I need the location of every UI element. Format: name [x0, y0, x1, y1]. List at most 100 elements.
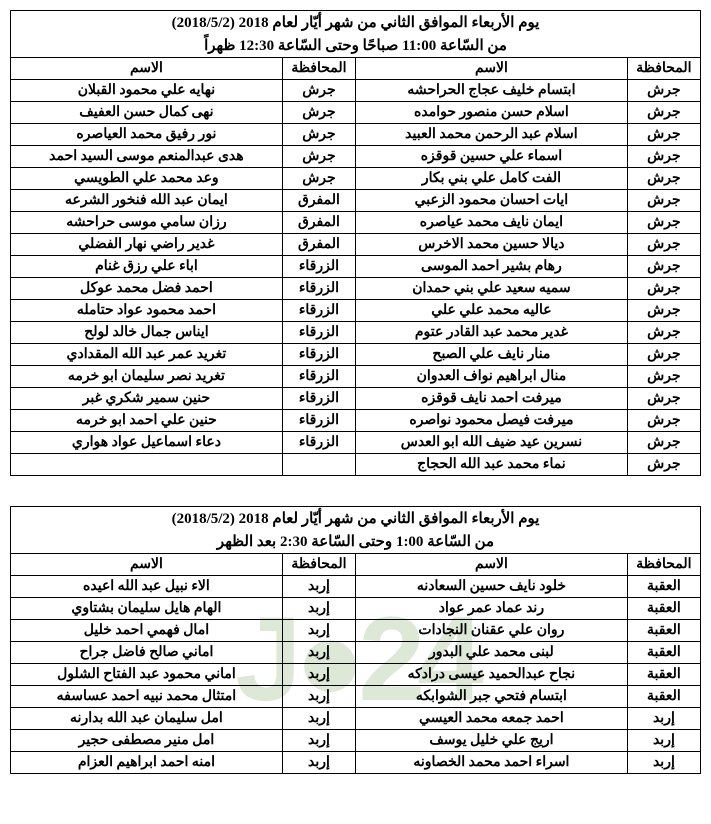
gov-cell: الزرقاء — [282, 322, 355, 344]
gov-cell: جرش — [282, 124, 355, 146]
name-cell: ديالا حسين محمد الاخرس — [356, 234, 628, 256]
gov-cell: الزرقاء — [282, 388, 355, 410]
name-cell: هدى عبدالمنعم موسى السيد احمد — [11, 146, 283, 168]
gov-cell: العقبة — [627, 576, 700, 598]
gov-cell: جرش — [282, 168, 355, 190]
header-name: الاسم — [356, 554, 628, 576]
name-cell: اسراء احمد محمد الخصاونه — [356, 752, 628, 774]
header-name: الاسم — [11, 554, 283, 576]
name-cell: اباء علي رزق غنام — [11, 256, 283, 278]
name-cell: نور رفيق محمد العياصره — [11, 124, 283, 146]
gov-cell: إربد — [282, 576, 355, 598]
header-gov: المحافظة — [282, 58, 355, 80]
gov-cell: جرش — [627, 410, 700, 432]
table-subtitle: من السّاعة 11:00 صباحًا وحتى السّاعة 12:… — [11, 34, 701, 58]
name-cell: ايناس جمال خالد لولح — [11, 322, 283, 344]
name-cell: ميرفت فيصل محمود نواصره — [356, 410, 628, 432]
gov-cell: إربد — [282, 730, 355, 752]
name-cell: روان علي عقنان النجادات — [356, 620, 628, 642]
gov-cell: جرش — [627, 388, 700, 410]
name-cell: احمد محمود عواد حتامله — [11, 300, 283, 322]
name-cell: ابتسام فتحي جبر الشوابكه — [356, 686, 628, 708]
gov-cell: العقبة — [627, 642, 700, 664]
gov-cell: جرش — [627, 300, 700, 322]
name-cell: تغريد نصر سليمان ابو خرمه — [11, 366, 283, 388]
gov-cell: المفرق — [282, 212, 355, 234]
name-cell: امل سليمان عبد الله بدارنه — [11, 708, 283, 730]
gov-cell: المفرق — [282, 234, 355, 256]
name-cell: ميرفت احمد نايف قوقزه — [356, 388, 628, 410]
header-gov: المحافظة — [627, 554, 700, 576]
table-title: يوم الأربعاء الموافق الثاني من شهر أيّار… — [11, 507, 701, 531]
header-name: الاسم — [356, 58, 628, 80]
name-cell: ايمان نايف محمد عياصره — [356, 212, 628, 234]
name-cell: الهام هايل سليمان بشتاوي — [11, 598, 283, 620]
gov-cell: العقبة — [627, 664, 700, 686]
gov-cell: إربد — [282, 598, 355, 620]
gov-cell: المفرق — [282, 190, 355, 212]
gov-cell: الزرقاء — [282, 410, 355, 432]
gov-cell: العقبة — [627, 620, 700, 642]
gov-cell: إربد — [282, 642, 355, 664]
name-cell: اماني صالح فاضل جراح — [11, 642, 283, 664]
gov-cell: جرش — [282, 146, 355, 168]
schedule-table-1: يوم الأربعاء الموافق الثاني من شهر أيّار… — [10, 506, 701, 774]
name-cell: رزان سامي موسى حراحشه — [11, 212, 283, 234]
name-cell: حنين سمير شكري غبر — [11, 388, 283, 410]
name-cell: خلود نايف حسين السعادنه — [356, 576, 628, 598]
name-cell: رهام بشير احمد الموسى — [356, 256, 628, 278]
gov-cell: جرش — [627, 146, 700, 168]
gov-cell: الزرقاء — [282, 366, 355, 388]
gov-cell: جرش — [627, 366, 700, 388]
header-gov: المحافظة — [627, 58, 700, 80]
name-cell: منار نايف علي الصبح — [356, 344, 628, 366]
gov-cell: جرش — [627, 102, 700, 124]
name-cell: لبنى محمد علي البدور — [356, 642, 628, 664]
name-cell: احمد جمعه محمد العيسي — [356, 708, 628, 730]
name-cell: ايات احسان محمود الزعبي — [356, 190, 628, 212]
gov-cell: إربد — [627, 708, 700, 730]
gov-cell: إربد — [282, 664, 355, 686]
gov-cell: الزرقاء — [282, 432, 355, 454]
gov-cell: الزرقاء — [282, 344, 355, 366]
name-cell: عاليه محمد علي علي — [356, 300, 628, 322]
name-cell: الفت كامل علي بني بكار — [356, 168, 628, 190]
gov-cell: الزرقاء — [282, 278, 355, 300]
name-cell: نجاح عبدالحميد عيسى درادكه — [356, 664, 628, 686]
header-name: الاسم — [11, 58, 283, 80]
gov-cell: العقبة — [627, 598, 700, 620]
name-cell: امتثال محمد نبيه احمد عساسفه — [11, 686, 283, 708]
name-cell: نسرين عيد ضيف الله ابو العدس — [356, 432, 628, 454]
gov-cell: جرش — [627, 454, 700, 476]
name-cell: حنين علي احمد ابو خرمه — [11, 410, 283, 432]
name-cell: اريج علي خليل يوسف — [356, 730, 628, 752]
name-cell: ابتسام خليف عجاج الحراحشه — [356, 80, 628, 102]
gov-cell: إربد — [627, 730, 700, 752]
gov-cell: جرش — [627, 432, 700, 454]
gov-cell: إربد — [282, 752, 355, 774]
name-cell: سميه سعيد علي بني حمدان — [356, 278, 628, 300]
name-cell: نماء محمد عبد الله الحجاج — [356, 454, 628, 476]
tables-container: يوم الأربعاء الموافق الثاني من شهر أيّار… — [10, 10, 701, 774]
gov-cell: جرش — [627, 80, 700, 102]
gov-cell: جرش — [627, 322, 700, 344]
name-cell: اسلام حسن منصور حوامده — [356, 102, 628, 124]
gov-cell: جرش — [282, 102, 355, 124]
header-gov: المحافظة — [282, 554, 355, 576]
gov-cell: جرش — [627, 344, 700, 366]
name-cell: دعاء اسماعيل عواد هواري — [11, 432, 283, 454]
name-cell: ايمان عبد الله فنخور الشرعه — [11, 190, 283, 212]
name-cell: امل منير مصطفى حجير — [11, 730, 283, 752]
gov-cell: إربد — [282, 620, 355, 642]
gov-cell: جرش — [627, 124, 700, 146]
name-cell: اسلام عبد الرحمن محمد العبيد — [356, 124, 628, 146]
gov-cell: جرش — [282, 80, 355, 102]
gov-cell: جرش — [627, 190, 700, 212]
table-subtitle: من السّاعة 1:00 وحتى السّاعة 2:30 بعد ال… — [11, 530, 701, 554]
table-title: يوم الأربعاء الموافق الثاني من شهر أيّار… — [11, 11, 701, 35]
gov-cell: إربد — [282, 686, 355, 708]
name-cell: غدير راضي نهار الفضلي — [11, 234, 283, 256]
gov-cell: جرش — [627, 168, 700, 190]
name-cell: تغريد عمر عبد الله المقدادي — [11, 344, 283, 366]
gov-cell: جرش — [627, 212, 700, 234]
